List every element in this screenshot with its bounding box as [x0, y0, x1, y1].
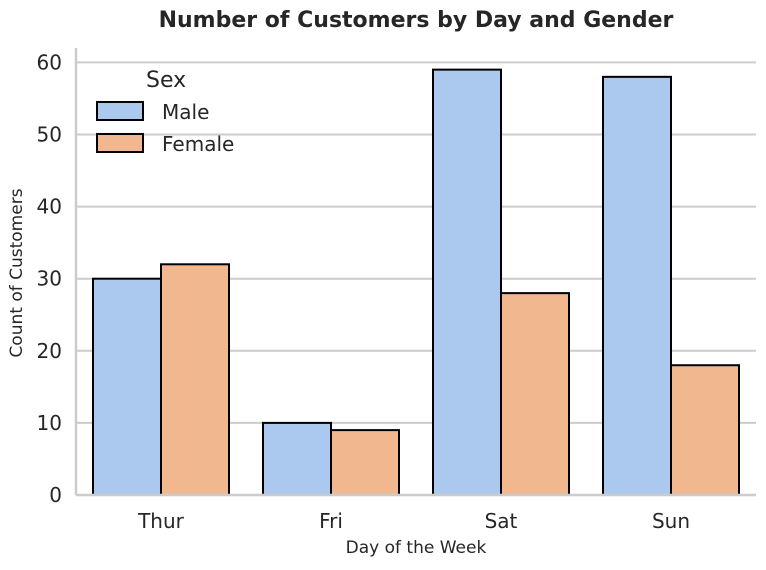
y-tick-label: 0 [49, 483, 62, 507]
legend-label-male: Male [162, 100, 209, 124]
y-tick-label: 40 [37, 195, 62, 219]
legend-swatch-female [96, 133, 144, 153]
y-tick-label: 60 [37, 50, 62, 74]
bar-female-thur [160, 263, 230, 496]
y-tick-label: 50 [37, 123, 62, 147]
bar-male-sun [602, 75, 672, 496]
legend: Sex Male Female [96, 68, 234, 156]
y-tick-label: 20 [37, 339, 62, 363]
y-tick-labels: 0 10 20 30 40 50 60 [37, 50, 62, 507]
x-tick-label: Fri [319, 509, 343, 533]
chart-title: Number of Customers by Day and Gender [159, 8, 674, 33]
x-tick-label: Sat [485, 509, 518, 533]
x-axis-label: Day of the Week [346, 538, 487, 558]
legend-label-female: Female [162, 132, 234, 156]
bar-male-thur [92, 277, 162, 497]
y-axis-label: Count of Customers [7, 188, 27, 357]
legend-title: Sex [146, 68, 186, 93]
x-tick-label: Sun [652, 509, 690, 533]
legend-swatch-male [96, 101, 144, 121]
y-tick-label: 30 [37, 267, 62, 291]
bars [92, 68, 740, 497]
axes [74, 48, 756, 497]
bar-female-fri [330, 429, 400, 497]
bar-male-sat [432, 68, 502, 497]
x-tick-label: Thur [137, 509, 185, 533]
bar-male-fri [262, 421, 332, 496]
x-tick-labels: Thur Fri Sat Sun [137, 509, 690, 533]
bar-female-sat [500, 292, 570, 496]
y-tick-label: 10 [37, 411, 62, 435]
bar-female-sun [670, 364, 740, 496]
